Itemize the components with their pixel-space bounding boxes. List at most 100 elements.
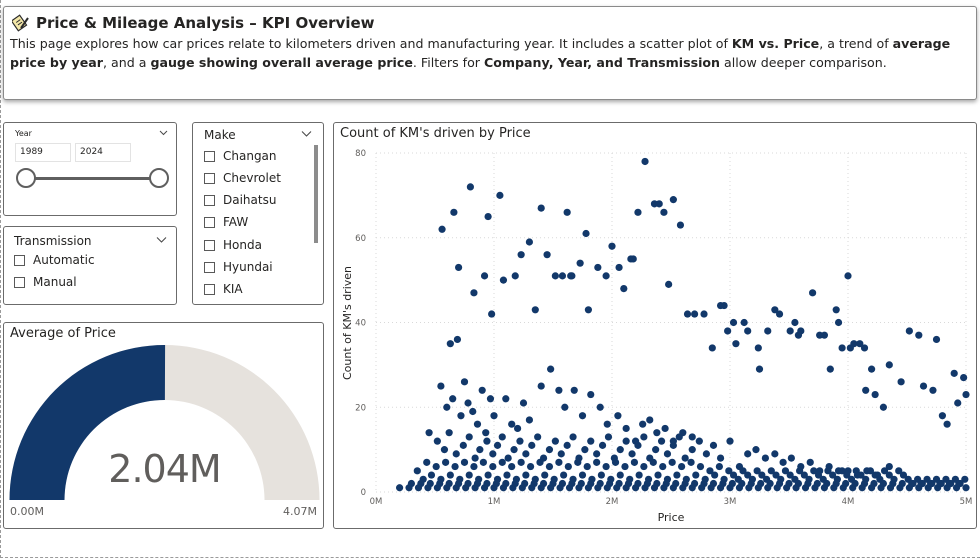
scatter-point bbox=[492, 479, 500, 488]
scatter-point bbox=[437, 382, 445, 390]
desc-text-1: This page explores how car prices relate… bbox=[10, 36, 732, 51]
checkbox[interactable] bbox=[204, 261, 215, 273]
checkbox[interactable] bbox=[204, 194, 215, 206]
checkbox[interactable] bbox=[204, 216, 215, 228]
scatter-point bbox=[502, 395, 510, 403]
scatter-point bbox=[622, 437, 630, 445]
scatter-point bbox=[634, 441, 642, 449]
scatter-point bbox=[905, 327, 913, 335]
scatter-point bbox=[945, 479, 954, 488]
scatter-point bbox=[451, 462, 459, 471]
scatter-point bbox=[709, 479, 718, 488]
scatter-point bbox=[943, 420, 951, 428]
scatter-point bbox=[551, 272, 559, 280]
make-slicer-scrollbar[interactable] bbox=[314, 145, 318, 243]
scatter-point bbox=[809, 289, 817, 297]
scatter-point bbox=[649, 458, 657, 466]
scatter-point bbox=[927, 479, 935, 488]
make-option-faw[interactable]: FAW bbox=[204, 215, 248, 229]
scatter-point bbox=[498, 433, 506, 441]
chevron-down-icon[interactable] bbox=[156, 234, 167, 245]
scatter-point bbox=[669, 441, 677, 449]
make-option-changan[interactable]: Changan bbox=[204, 149, 277, 163]
transmission-option-automatic[interactable]: Automatic bbox=[14, 253, 95, 267]
scatter-point bbox=[596, 479, 604, 488]
scatter-point bbox=[438, 225, 446, 233]
desc-text-3: , and a bbox=[103, 55, 151, 70]
scatter-point bbox=[738, 479, 746, 488]
scatter-point bbox=[396, 484, 404, 492]
transmission-option-manual[interactable]: Manual bbox=[14, 275, 77, 289]
make-slicer-title: Make bbox=[204, 128, 236, 142]
year-slider-end-handle[interactable] bbox=[149, 168, 169, 188]
scatter-point bbox=[517, 251, 525, 259]
scatter-point bbox=[405, 484, 413, 492]
scatter-point bbox=[446, 340, 454, 348]
scatter-point bbox=[866, 467, 875, 475]
scatter-point bbox=[510, 446, 518, 454]
scatter-point bbox=[521, 479, 529, 488]
scatter-point bbox=[929, 386, 937, 394]
scatter-plot-svg: 0 20 40 60 80 0M 1M 2M 3M 4M 5M Price Count of KM's … bbox=[341, 149, 972, 524]
scatter-point bbox=[719, 479, 727, 488]
scatter-point bbox=[775, 479, 784, 488]
scatter-point bbox=[587, 479, 595, 488]
make-option-honda[interactable]: Honda bbox=[204, 238, 262, 252]
scatter-point bbox=[470, 462, 478, 471]
checkbox[interactable] bbox=[14, 276, 25, 288]
checkbox[interactable] bbox=[204, 172, 215, 184]
scatter-point bbox=[639, 420, 647, 428]
transmission-slicer: Transmission Automatic Manual bbox=[3, 226, 177, 305]
scatter-point bbox=[771, 450, 779, 458]
chevron-down-icon[interactable] bbox=[159, 128, 168, 137]
scatter-point bbox=[622, 424, 630, 433]
scatter-point bbox=[516, 437, 524, 445]
scatter-point bbox=[560, 471, 568, 479]
year-end-input[interactable]: 2024 bbox=[75, 143, 131, 162]
scatter-point bbox=[962, 484, 970, 492]
scatter-point bbox=[499, 276, 508, 284]
scatter-point bbox=[582, 229, 590, 238]
checkbox[interactable] bbox=[204, 283, 215, 295]
checkbox[interactable] bbox=[204, 239, 215, 251]
make-option-daihatsu[interactable]: Daihatsu bbox=[204, 193, 276, 207]
scatter-point bbox=[545, 462, 554, 471]
scatter-point bbox=[464, 479, 472, 488]
scatter-point bbox=[558, 479, 567, 488]
year-slider-start-handle[interactable] bbox=[16, 168, 36, 188]
checkbox[interactable] bbox=[204, 150, 215, 162]
desc-text-5: allow deeper comparison. bbox=[720, 55, 887, 70]
year-start-input[interactable]: 1989 bbox=[15, 143, 71, 162]
scatter-point bbox=[606, 479, 614, 488]
scatter-point bbox=[569, 433, 577, 441]
scatter-point bbox=[796, 467, 804, 475]
scatter-point bbox=[758, 471, 766, 479]
scatter-point bbox=[426, 479, 434, 488]
scatter-point bbox=[764, 327, 772, 335]
scatter-point bbox=[587, 390, 595, 399]
scatter-point bbox=[587, 437, 595, 445]
scatter-point bbox=[868, 365, 876, 373]
checkbox[interactable] bbox=[14, 254, 25, 266]
scatter-point bbox=[744, 327, 752, 335]
scatter-point bbox=[576, 259, 584, 267]
make-option-chevrolet[interactable]: Chevrolet bbox=[204, 171, 281, 185]
year-slider-track[interactable] bbox=[26, 177, 160, 180]
scatter-point bbox=[517, 458, 525, 466]
scatter-point bbox=[614, 412, 622, 420]
scatter-point bbox=[653, 429, 661, 437]
scatter-point bbox=[814, 471, 823, 479]
scatter-point bbox=[570, 386, 578, 394]
scatter-point bbox=[537, 382, 545, 390]
make-option-kia[interactable]: KIA bbox=[204, 282, 243, 296]
chevron-down-icon[interactable] bbox=[301, 128, 312, 139]
scatter-point bbox=[602, 462, 610, 471]
scatter-point bbox=[551, 437, 559, 445]
header-textbox: Price & Mileage Analysis – KPI Overview … bbox=[3, 6, 977, 100]
scatter-point bbox=[932, 335, 941, 344]
scatter-point bbox=[687, 458, 695, 466]
scatter-point bbox=[740, 318, 748, 327]
make-option-hyundai[interactable]: Hyundai bbox=[204, 260, 273, 274]
scatter-point bbox=[452, 450, 460, 458]
page-title: Price & Mileage Analysis – KPI Overview bbox=[10, 13, 970, 33]
